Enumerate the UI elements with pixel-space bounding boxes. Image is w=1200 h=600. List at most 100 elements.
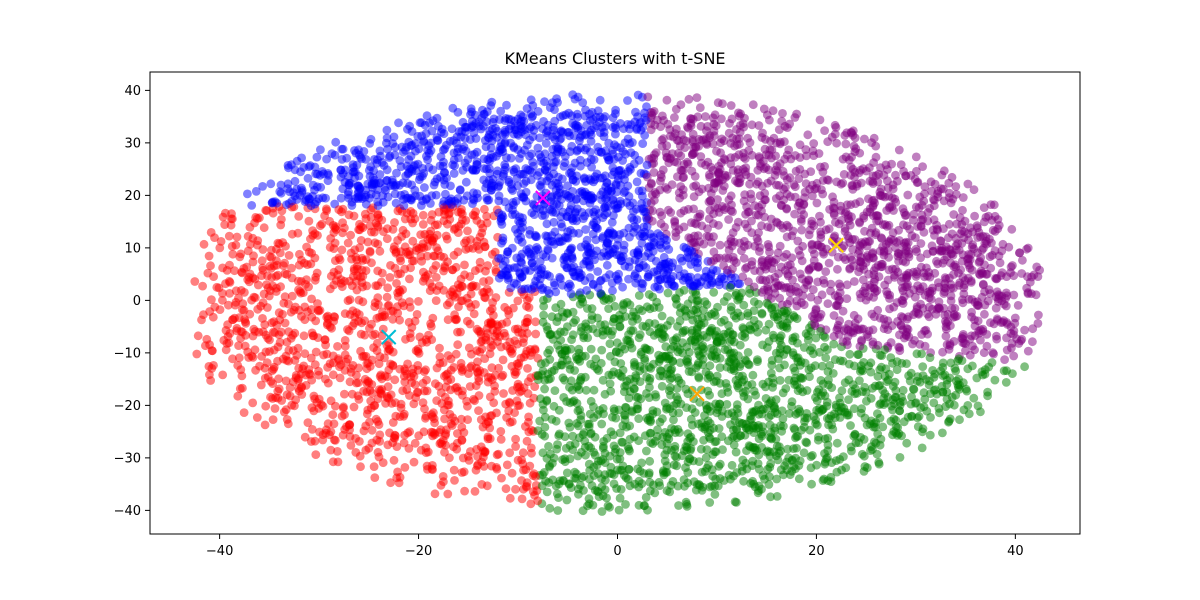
scatter-point <box>832 467 842 477</box>
scatter-point <box>466 447 475 456</box>
scatter-point <box>923 208 933 217</box>
scatter-point <box>222 266 232 275</box>
scatter-point <box>676 165 686 175</box>
scatter-point <box>558 475 568 485</box>
scatter-point <box>645 486 655 496</box>
scatter-point <box>737 331 747 341</box>
scatter-point <box>198 281 208 291</box>
scatter-point <box>557 360 567 370</box>
scatter-point <box>294 212 304 221</box>
scatter-point <box>743 348 753 357</box>
scatter-point <box>946 358 956 368</box>
scatter-point <box>309 391 319 401</box>
scatter-point <box>920 189 929 199</box>
scatter-point <box>949 337 959 346</box>
scatter-point <box>649 168 659 177</box>
scatter-point <box>287 229 297 239</box>
scatter-point <box>280 269 290 278</box>
scatter-point <box>365 362 375 371</box>
scatter-point <box>712 337 722 347</box>
scatter-point <box>807 479 816 489</box>
scatter-point <box>699 239 709 249</box>
scatter-point <box>804 230 814 240</box>
scatter-point <box>356 272 365 282</box>
scatter-point <box>300 302 310 312</box>
scatter-point <box>766 492 775 502</box>
scatter-point <box>890 377 900 387</box>
scatter-point <box>784 375 794 385</box>
scatter-point <box>586 155 596 164</box>
scatter-point <box>919 227 929 237</box>
scatter-point <box>769 133 779 143</box>
scatter-point <box>717 158 726 168</box>
scatter-point <box>634 500 644 510</box>
scatter-point <box>629 432 639 442</box>
scatter-point <box>721 379 731 388</box>
scatter-point <box>699 305 708 315</box>
scatter-point <box>354 295 364 305</box>
scatter-point <box>747 461 757 470</box>
scatter-point <box>266 377 276 386</box>
scatter-point <box>434 281 444 291</box>
scatter-point <box>351 252 361 262</box>
scatter-point <box>428 265 438 274</box>
scatter-point <box>492 464 502 474</box>
scatter-point <box>340 350 350 360</box>
scatter-point <box>605 469 615 478</box>
scatter-point <box>497 473 506 483</box>
scatter-point <box>354 310 364 319</box>
scatter-point <box>981 232 991 242</box>
scatter-point <box>499 389 508 398</box>
scatter-point <box>758 404 768 414</box>
scatter-point <box>649 303 659 312</box>
scatter-point <box>474 406 483 415</box>
scatter-point <box>991 303 1001 313</box>
scatter-point <box>706 196 715 206</box>
scatter-point <box>845 220 855 230</box>
scatter-point <box>414 244 424 254</box>
scatter-point <box>347 389 357 399</box>
scatter-point <box>480 354 490 363</box>
scatter-point <box>898 204 908 214</box>
scatter-point <box>566 289 576 299</box>
scatter-point <box>304 369 314 378</box>
scatter-point <box>776 465 786 475</box>
scatter-point <box>550 105 559 115</box>
scatter-point <box>354 395 364 404</box>
scatter-point <box>373 239 383 249</box>
scatter-point <box>917 443 927 453</box>
scatter-point <box>748 408 758 417</box>
scatter-point <box>689 192 699 202</box>
scatter-point <box>260 420 270 430</box>
scatter-point <box>689 394 699 404</box>
scatter-point <box>837 216 846 225</box>
scatter-point <box>989 319 999 329</box>
scatter-point <box>920 326 929 336</box>
scatter-point <box>640 130 650 140</box>
scatter-point <box>389 455 399 465</box>
chart-title: KMeans Clusters with t-SNE <box>504 49 725 68</box>
scatter-point <box>596 320 605 329</box>
scatter-point <box>365 221 375 231</box>
scatter-point <box>891 243 900 253</box>
scatter-point <box>951 262 961 272</box>
scatter-point <box>343 325 352 334</box>
scatter-point <box>378 324 388 334</box>
scatter-point <box>719 297 729 306</box>
scatter-point <box>990 211 1000 221</box>
scatter-point <box>225 289 235 298</box>
scatter-point <box>464 343 474 353</box>
scatter-point <box>679 475 689 484</box>
scatter-point <box>550 386 560 395</box>
scatter-point <box>477 344 487 354</box>
scatter-point <box>248 353 258 362</box>
scatter-point <box>616 466 625 475</box>
scatter-point <box>940 279 950 288</box>
points-layer <box>190 90 1044 516</box>
scatter-point <box>732 404 742 414</box>
scatter-point <box>453 429 462 438</box>
scatter-point <box>317 219 327 229</box>
scatter-point <box>307 294 316 304</box>
scatter-point <box>767 153 776 163</box>
scatter-point <box>859 451 869 461</box>
